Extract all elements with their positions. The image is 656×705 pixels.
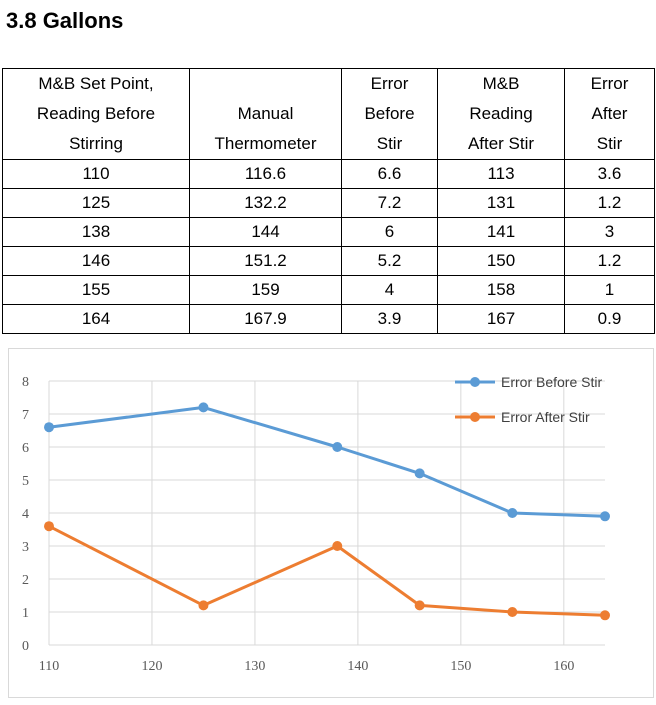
header-error-before-stir: Error Before Stir <box>341 68 438 160</box>
data-point <box>44 521 54 532</box>
table-cell: 3 <box>564 217 655 247</box>
table-cell: 4 <box>341 275 438 305</box>
table-row: 155 159 4 158 1 <box>2 275 655 305</box>
y-tick-labels: 0 1 2 3 4 5 6 7 8 <box>22 375 29 654</box>
chart-frame: 0 1 2 3 4 5 6 7 8 110 120 130 140 150 160 Error Befor… <box>8 348 654 698</box>
header-mb-set-point: M&B Set Point, Reading Before Stirring <box>2 68 190 160</box>
table-cell: 6 <box>341 217 438 247</box>
data-point <box>198 600 209 611</box>
table-cell: 167 <box>437 304 565 334</box>
table-cell: 3.6 <box>564 159 655 189</box>
table-cell: 1.2 <box>564 246 655 276</box>
x-tick-label: 130 <box>244 659 265 674</box>
table-cell: 0.9 <box>564 304 655 334</box>
table-cell: 144 <box>189 217 342 247</box>
header-error-after-stir: Error After Stir <box>564 68 655 160</box>
series-line-2 <box>47 524 607 617</box>
y-tick-label: 8 <box>22 375 29 390</box>
data-point <box>332 541 343 551</box>
table-cell: 125 <box>2 188 190 218</box>
series-lines <box>44 402 610 621</box>
table-cell: 164 <box>2 304 190 334</box>
table-cell: 131 <box>437 188 565 218</box>
data-point <box>44 422 54 433</box>
gridlines <box>48 380 605 646</box>
table-cell: 150 <box>437 246 565 276</box>
legend: Error Before Stir Error After Stir <box>455 374 602 425</box>
table-row: 138 144 6 141 3 <box>2 217 655 247</box>
y-tick-label: 0 <box>22 639 29 654</box>
x-tick-label: 120 <box>141 659 162 674</box>
x-tick-label: 140 <box>347 659 368 674</box>
table-cell: 1 <box>564 275 655 305</box>
y-tick-label: 5 <box>22 474 29 489</box>
table-row: 125 132.2 7.2 131 1.2 <box>2 188 655 218</box>
header-manual-thermometer: Manual Thermometer <box>189 68 342 160</box>
table-cell: 110 <box>2 159 190 189</box>
x-tick-label: 150 <box>450 659 471 674</box>
data-point <box>600 511 610 522</box>
table-cell: 6.6 <box>341 159 438 189</box>
data-point <box>414 600 425 611</box>
y-tick-label: 1 <box>22 606 29 621</box>
legend-swatch-marker <box>470 412 480 422</box>
line-chart: 0 1 2 3 4 5 6 7 8 110 120 130 140 150 160 Error Befor… <box>22 374 610 674</box>
data-point <box>332 442 343 452</box>
table-cell: 158 <box>437 275 565 305</box>
data-point <box>198 402 209 413</box>
y-tick-label: 3 <box>22 540 29 555</box>
table-cell: 138 <box>2 217 190 247</box>
y-tick-label: 4 <box>22 507 29 522</box>
table-header-row: M&B Set Point, Reading Before Stirring Man… <box>2 68 655 160</box>
y-tick-label: 2 <box>22 573 29 588</box>
series-line-1 <box>47 405 607 518</box>
table-cell: 146 <box>2 246 190 276</box>
table-cell: 151.2 <box>189 246 342 276</box>
table-cell: 1.2 <box>564 188 655 218</box>
x-tick-label: 110 <box>39 659 59 674</box>
page-title: 3.8 Gallons <box>6 8 124 33</box>
data-point <box>600 610 610 621</box>
data-point <box>414 468 425 479</box>
table-cell: 7.2 <box>341 188 438 218</box>
table-cell: 113 <box>437 159 565 189</box>
data-point <box>507 607 518 617</box>
table-row: 164 167.9 3.9 167 0.9 <box>2 304 655 334</box>
y-tick-label: 7 <box>22 408 29 423</box>
data-table: M&B Set Point, Reading Before Stirring Man… <box>2 68 655 334</box>
table-row: 146 151.2 5.2 150 1.2 <box>2 246 655 276</box>
legend-label: Error Before Stir <box>501 374 602 390</box>
table-cell: 116.6 <box>189 159 342 189</box>
table-cell: 132.2 <box>189 188 342 218</box>
table-cell: 159 <box>189 275 342 305</box>
legend-swatch-marker <box>470 377 480 387</box>
table-cell: 155 <box>2 275 190 305</box>
y-tick-label: 6 <box>22 441 29 456</box>
legend-label: Error After Stir <box>501 409 590 425</box>
header-mb-reading-after-stir: M&B Reading After Stir <box>437 68 565 160</box>
x-tick-labels: 110 120 130 140 150 160 <box>39 659 575 674</box>
table-cell: 141 <box>437 217 565 247</box>
table-cell: 5.2 <box>341 246 438 276</box>
table-cell: 3.9 <box>341 304 438 334</box>
x-tick-label: 160 <box>553 659 574 674</box>
data-point <box>507 508 518 518</box>
table-cell: 167.9 <box>189 304 342 334</box>
table-row: 110 116.6 6.6 113 3.6 <box>2 159 655 189</box>
